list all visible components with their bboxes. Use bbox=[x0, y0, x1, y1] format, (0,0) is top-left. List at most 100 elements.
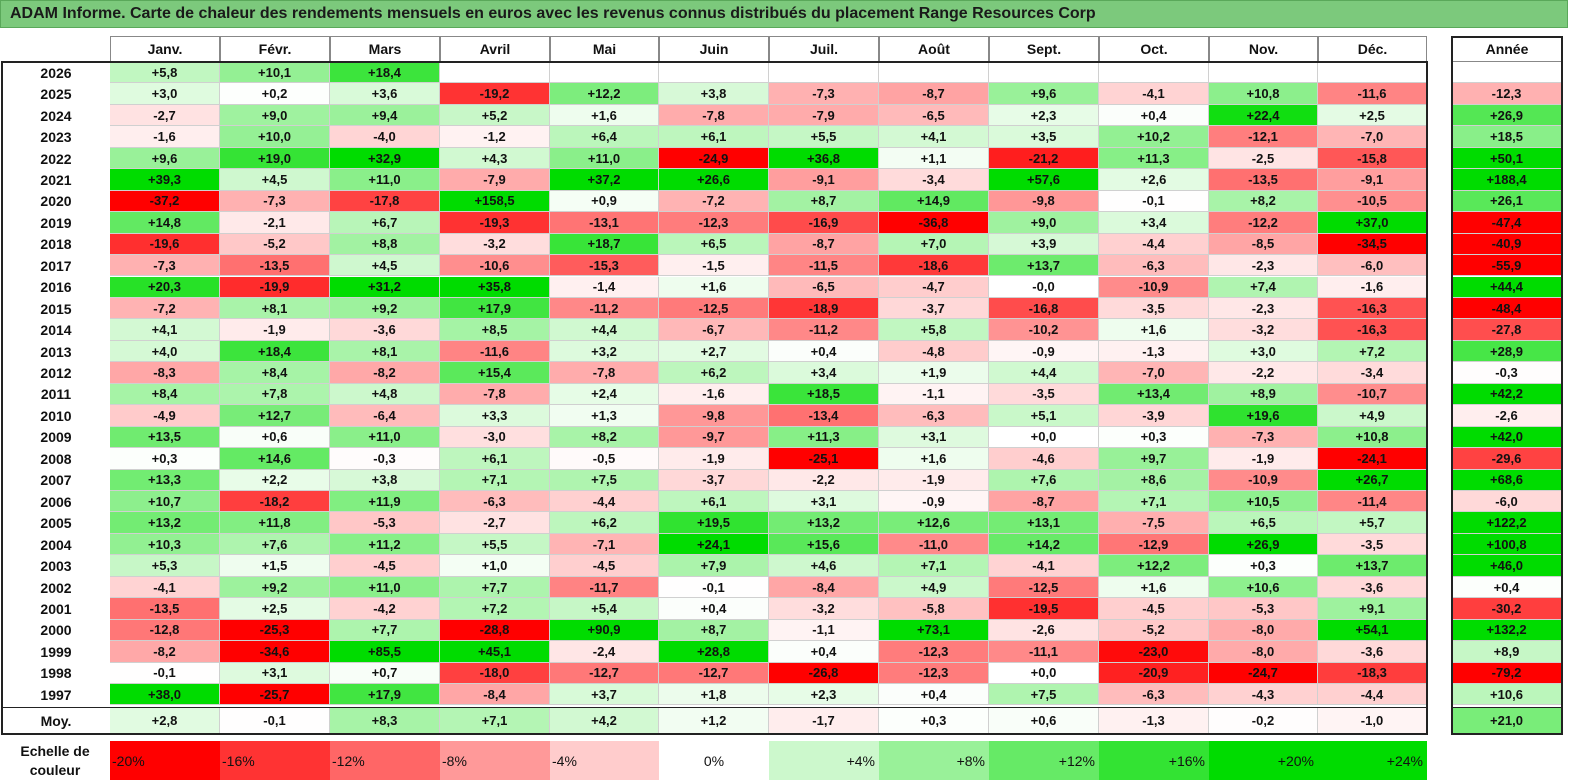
heatmap-cell: +19,6 bbox=[1209, 405, 1318, 427]
heatmap-cell bbox=[989, 62, 1099, 84]
heatmap-cell: -6,3 bbox=[1099, 684, 1209, 706]
heatmap-cell: -16,3 bbox=[1318, 319, 1427, 341]
scale-swatch: +24% bbox=[1318, 741, 1427, 780]
heatmap-cell: +6,2 bbox=[659, 362, 769, 384]
heatmap-cell: +1,9 bbox=[879, 362, 989, 384]
heatmap-cell: +5,8 bbox=[110, 62, 220, 84]
heatmap-cell: +3,2 bbox=[550, 340, 659, 363]
heatmap-cell: +0,0 bbox=[989, 426, 1099, 449]
month-header: Avril bbox=[440, 36, 550, 62]
heatmap-cell: -4,5 bbox=[330, 555, 440, 577]
month-header: Oct. bbox=[1099, 36, 1209, 62]
heatmap-cell: +15,6 bbox=[769, 533, 879, 556]
heatmap-cell: -15,3 bbox=[550, 255, 659, 277]
heatmap-cell: +54,1 bbox=[1318, 619, 1427, 642]
heatmap-cell: -7,3 bbox=[1209, 426, 1318, 449]
average-cell: -0,2 bbox=[1209, 707, 1318, 734]
row-label: 2013 bbox=[40, 343, 72, 360]
row-label: 2009 bbox=[40, 429, 72, 446]
heatmap-cell: +0,6 bbox=[220, 426, 330, 449]
heatmap-cell: -10,5 bbox=[1318, 190, 1427, 213]
month-header: Mars bbox=[330, 36, 440, 62]
heatmap-cell bbox=[550, 62, 659, 84]
heatmap-cell: -7,0 bbox=[1318, 126, 1427, 148]
heatmap-cell: -17,8 bbox=[330, 190, 440, 213]
heatmap-cell: -13,4 bbox=[769, 405, 879, 427]
average-cell: -1,7 bbox=[769, 707, 879, 734]
heatmap-cell: +2,5 bbox=[220, 598, 330, 620]
heatmap-cell: +17,9 bbox=[440, 297, 550, 320]
heatmap-cell: -18,6 bbox=[879, 255, 989, 277]
row-label: 2006 bbox=[40, 493, 72, 510]
heatmap-cell: +7,1 bbox=[440, 469, 550, 491]
year-cell: +26,9 bbox=[1452, 104, 1562, 127]
heatmap-cell bbox=[769, 62, 879, 84]
year-cell: +8,9 bbox=[1452, 641, 1562, 663]
heatmap-cell: -6,4 bbox=[330, 405, 440, 427]
heatmap-cell: +11,0 bbox=[550, 147, 659, 170]
average-label: Moy. bbox=[40, 712, 72, 729]
heatmap-cell: +0,0 bbox=[989, 662, 1099, 685]
month-header: Juin bbox=[659, 36, 769, 62]
heatmap-cell: -20,9 bbox=[1099, 662, 1209, 685]
heatmap-cell: +1,6 bbox=[1099, 576, 1209, 599]
heatmap-cell: -3,2 bbox=[1209, 319, 1318, 341]
month-header: Août bbox=[879, 36, 989, 62]
heatmap-cell: -12,2 bbox=[1209, 212, 1318, 234]
heatmap-cell: +8,7 bbox=[769, 190, 879, 213]
row-label: 2023 bbox=[40, 129, 72, 146]
heatmap-cell: -12,3 bbox=[879, 662, 989, 685]
heatmap-cell: +28,8 bbox=[659, 641, 769, 663]
heatmap-cell: +32,9 bbox=[330, 147, 440, 170]
heatmap-cell: +8,9 bbox=[1209, 383, 1318, 406]
heatmap-cell: -3,2 bbox=[440, 233, 550, 256]
heatmap-cell: -3,5 bbox=[989, 383, 1099, 406]
heatmap-cell: -25,3 bbox=[220, 619, 330, 642]
heatmap-cell: -1,5 bbox=[659, 255, 769, 277]
heatmap-cell: +9,6 bbox=[989, 83, 1099, 105]
heatmap-cell: +11,0 bbox=[330, 169, 440, 191]
heatmap-cell: -10,9 bbox=[1099, 276, 1209, 298]
heatmap-cell: +4,6 bbox=[769, 555, 879, 577]
heatmap-cell: -7,8 bbox=[440, 383, 550, 406]
heatmap-cell: -6,5 bbox=[879, 104, 989, 127]
heatmap-cell: +8,6 bbox=[1099, 469, 1209, 491]
heatmap-cell: -1,1 bbox=[879, 383, 989, 406]
heatmap-cell: +0,3 bbox=[1209, 555, 1318, 577]
row-label: 1999 bbox=[40, 643, 72, 660]
heatmap-cell: +9,1 bbox=[1318, 598, 1427, 620]
heatmap-cell: -18,0 bbox=[440, 662, 550, 685]
heatmap-cell: +0,4 bbox=[879, 684, 989, 706]
heatmap-cell: -18,2 bbox=[220, 491, 330, 513]
heatmap-cell: +3,4 bbox=[769, 362, 879, 384]
heatmap-cell: -13,5 bbox=[110, 598, 220, 620]
heatmap-cell: -3,6 bbox=[1318, 576, 1427, 599]
heatmap-cell: -4,7 bbox=[879, 276, 989, 298]
heatmap-cell: -3,7 bbox=[659, 469, 769, 491]
heatmap-cell: -8,7 bbox=[769, 233, 879, 256]
heatmap-cell: -3,6 bbox=[1318, 641, 1427, 663]
year-cell: +18,5 bbox=[1452, 126, 1562, 148]
month-header: Sept. bbox=[989, 36, 1099, 62]
year-cell: -27,8 bbox=[1452, 319, 1562, 341]
title-bar: ADAM Informe. Carte de chaleur des rende… bbox=[0, 0, 1568, 28]
heatmap-cell: -34,6 bbox=[220, 641, 330, 663]
heatmap-cell: -6,3 bbox=[1099, 255, 1209, 277]
row-label: 2001 bbox=[40, 600, 72, 617]
heatmap-cell: +4,8 bbox=[330, 383, 440, 406]
row-label: 2007 bbox=[40, 472, 72, 489]
heatmap-cell: +37,0 bbox=[1318, 212, 1427, 234]
heatmap-cell: -4,2 bbox=[330, 598, 440, 620]
heatmap-cell: -7,9 bbox=[769, 104, 879, 127]
heatmap-cell: +8,4 bbox=[110, 383, 220, 406]
heatmap-cell: -16,3 bbox=[1318, 297, 1427, 320]
heatmap-cell: -9,8 bbox=[659, 405, 769, 427]
heatmap-cell: +39,3 bbox=[110, 169, 220, 191]
heatmap-cell: -4,4 bbox=[1099, 233, 1209, 256]
heatmap-cell: +7,7 bbox=[440, 576, 550, 599]
heatmap-cell: -1,9 bbox=[220, 319, 330, 341]
heatmap-cell: +2,7 bbox=[659, 340, 769, 363]
year-cell: +28,9 bbox=[1452, 340, 1562, 363]
heatmap-cell: -1,3 bbox=[1099, 340, 1209, 363]
year-cell: -48,4 bbox=[1452, 297, 1562, 320]
